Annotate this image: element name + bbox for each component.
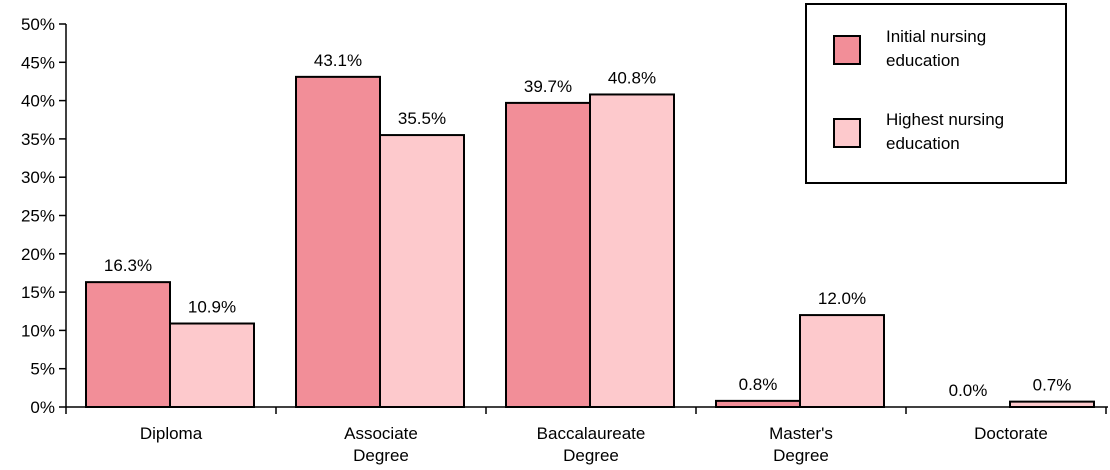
bar-value-label: 0.8% (739, 375, 778, 394)
x-category-label: Associate (344, 424, 418, 443)
x-category-label: Degree (563, 446, 619, 465)
bar-value-label: 35.5% (398, 109, 446, 128)
y-tick-label: 5% (30, 360, 55, 379)
legend-label: education (886, 134, 960, 153)
legend-label: Highest nursing (886, 110, 1004, 129)
bar (295, 75, 381, 408)
x-category-label: Baccalaureate (537, 424, 646, 443)
y-axis: 0% 5% 10% 15% 20% 25% 30% 35% 40% 45% 50% (21, 15, 67, 417)
bar (799, 314, 885, 408)
y-tick-label: 10% (21, 321, 55, 340)
y-tick-label: 15% (21, 283, 55, 302)
bar (505, 101, 591, 408)
y-tick-label: 30% (21, 168, 55, 187)
bar-value-label: 0.0% (949, 381, 988, 400)
legend-label: Initial nursing (886, 27, 986, 46)
x-category-label: Diploma (140, 424, 203, 443)
y-tick-label: 35% (21, 130, 55, 149)
bars: 16.3% 43.1% 39.7% 0.8% 0.0% 10.9% 35.5% 40.8% 12… (85, 51, 1095, 409)
x-category-label: Master's (769, 424, 833, 443)
y-tick-label: 25% (21, 207, 55, 226)
bar (169, 322, 255, 409)
bar (1009, 400, 1095, 409)
bar-value-label: 40.8% (608, 68, 656, 87)
legend-swatch (833, 35, 861, 65)
bar-value-label: 43.1% (314, 51, 362, 70)
bar-value-label: 0.7% (1033, 376, 1072, 395)
legend-label: education (886, 51, 960, 70)
bar (589, 93, 675, 409)
x-category-label: Doctorate (974, 424, 1048, 443)
bar (379, 134, 465, 408)
bar-value-label: 12.0% (818, 289, 866, 308)
legend-box (805, 3, 1067, 184)
x-category-label: Degree (773, 446, 829, 465)
y-tick-label: 45% (21, 53, 55, 72)
bar (85, 281, 171, 408)
legend: Initial nursing education Highest nursing e… (805, 3, 1067, 184)
bar (715, 399, 801, 409)
y-tick-label: 50% (21, 15, 55, 34)
y-tick-label: 20% (21, 245, 55, 264)
x-category-label: Degree (353, 446, 409, 465)
bar-value-label: 10.9% (188, 298, 236, 317)
bar-value-label: 16.3% (104, 256, 152, 275)
x-axis: Diploma Associate Degree Baccalaureate Degre… (65, 406, 1108, 465)
y-tick-label: 0% (30, 398, 55, 417)
bar-value-label: 39.7% (524, 77, 572, 96)
legend-swatch (833, 118, 861, 148)
y-tick-label: 40% (21, 92, 55, 111)
